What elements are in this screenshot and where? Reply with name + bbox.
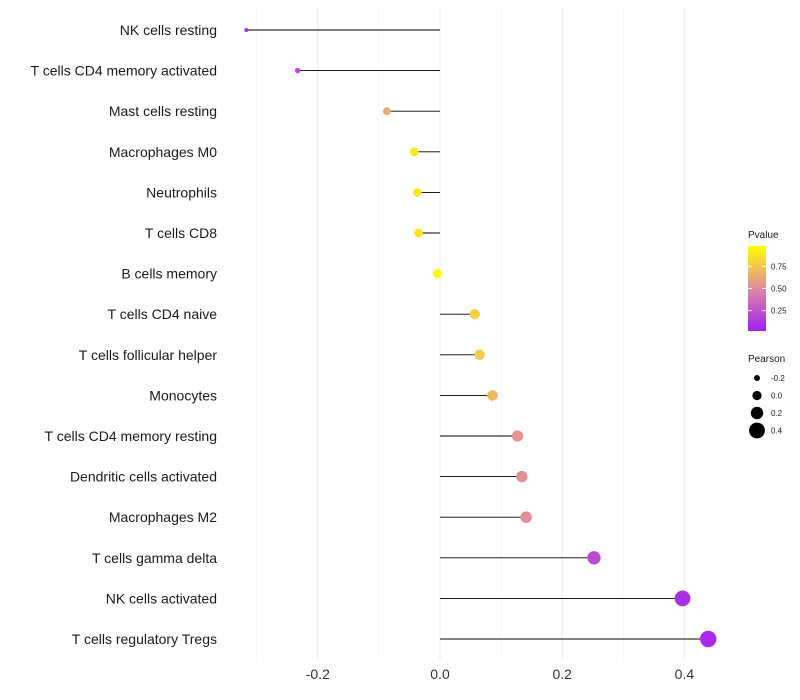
category-label: T cells follicular helper — [79, 347, 218, 363]
points — [244, 27, 717, 648]
x-tick-label: 0.4 — [675, 666, 695, 682]
data-point — [474, 349, 485, 360]
category-label: Neutrophils — [146, 184, 217, 200]
size-key-label: -0.2 — [771, 374, 785, 383]
grid-lines — [256, 8, 685, 660]
category-label: Monocytes — [149, 387, 217, 403]
pvalue-legend: Pvalue 0.25 0.50 0.75 — [748, 230, 787, 331]
x-tick-label: 0.2 — [552, 666, 572, 682]
data-point — [244, 27, 249, 33]
size-key-dot — [754, 375, 760, 381]
data-point — [587, 551, 601, 565]
size-key-label: 0.4 — [771, 427, 783, 436]
size-key-label: 0.2 — [771, 409, 783, 418]
data-point — [414, 228, 423, 238]
category-label: NK cells resting — [120, 22, 217, 38]
data-point — [432, 269, 443, 279]
category-label: Macrophages M2 — [109, 509, 217, 525]
colorbar-tick-label: 0.25 — [771, 307, 787, 316]
colorbar-tick-label: 0.75 — [771, 262, 787, 271]
data-point — [674, 590, 691, 607]
category-label: NK cells activated — [106, 590, 217, 606]
category-label: T cells CD4 memory resting — [45, 428, 217, 444]
category-label: T cells regulatory Tregs — [72, 631, 217, 647]
data-point — [516, 470, 528, 483]
category-label: Macrophages M0 — [109, 144, 217, 160]
colorbar-tick-label: 0.50 — [771, 285, 787, 294]
pvalue-colorbar — [748, 246, 766, 331]
stems — [246, 29, 709, 640]
data-point — [294, 67, 301, 74]
data-point — [382, 107, 391, 116]
x-axis-ticks: -0.2 0.0 0.2 0.4 — [306, 666, 695, 682]
data-point — [487, 390, 498, 401]
category-label: T cells CD4 memory activated — [31, 63, 217, 79]
data-point — [700, 630, 717, 648]
pvalue-legend-title: Pvalue — [748, 230, 779, 241]
category-label: Dendritic cells activated — [70, 469, 217, 485]
data-point — [469, 309, 480, 320]
data-point — [410, 147, 419, 157]
category-label: T cells CD4 naive — [108, 306, 218, 322]
category-label: T cells CD8 — [145, 225, 217, 241]
category-label: Mast cells resting — [109, 103, 217, 119]
x-tick-label: -0.2 — [306, 666, 330, 682]
category-label: T cells gamma delta — [92, 550, 217, 566]
size-key-label: 0.0 — [771, 392, 783, 401]
category-label: B cells memory — [121, 266, 217, 282]
pearson-legend: Pearson -0.2 0.0 0.2 0.4 — [748, 354, 785, 439]
size-key-dot — [752, 390, 762, 401]
data-point — [520, 511, 532, 523]
size-key-dot — [750, 406, 764, 420]
size-key-dot — [749, 422, 765, 439]
category-labels: NK cells resting T cells CD4 memory activ… — [31, 22, 218, 647]
pearson-legend-title: Pearson — [748, 354, 785, 365]
data-point — [511, 430, 524, 442]
data-point — [413, 188, 422, 197]
x-tick-label: 0.0 — [430, 666, 450, 682]
